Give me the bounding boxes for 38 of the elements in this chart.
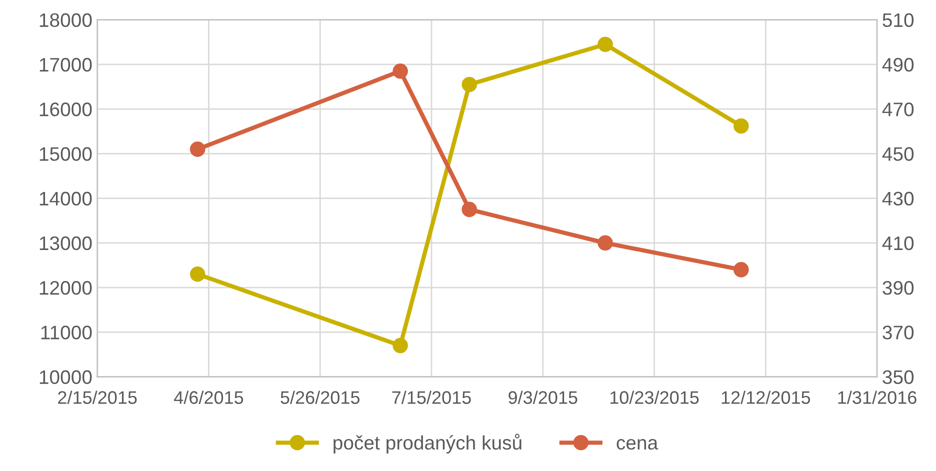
- point: [392, 63, 408, 79]
- point: [598, 36, 613, 52]
- point: [392, 338, 408, 354]
- y-tick-label: 17000: [40, 58, 92, 72]
- point: [190, 142, 206, 157]
- y-tick-label: 16000: [40, 102, 92, 116]
- y-tick-label: 12000: [40, 281, 92, 295]
- y2-tick-label: 350: [882, 370, 914, 384]
- x-tick-label: 12/12/2015: [722, 390, 810, 404]
- x-tick-label: 1/31/2016: [838, 390, 916, 404]
- y2-tick-label: 450: [882, 147, 914, 161]
- legend-label: cena: [616, 439, 658, 450]
- x-tick-label: 2/15/2015: [58, 390, 137, 404]
- point: [190, 266, 206, 282]
- x-tick-label: 4/6/2015: [174, 390, 244, 404]
- y-tick-label: 18000: [40, 13, 92, 28]
- x-tick-label: 9/3/2015: [508, 390, 578, 404]
- y-tick-label: 11000: [41, 326, 92, 340]
- point: [734, 262, 749, 278]
- x-tick-label: 5/26/2015: [280, 390, 360, 404]
- point: [462, 76, 478, 92]
- y2-tick-label: 470: [882, 102, 914, 116]
- point: [462, 202, 478, 218]
- y2-tick-label: 490: [882, 58, 914, 72]
- y-tick-label: 10000: [40, 370, 92, 384]
- point: [598, 235, 613, 251]
- y2-tick-label: 430: [882, 192, 914, 206]
- y2-tick-label: 510: [882, 13, 914, 28]
- y-tick-label: 15000: [40, 147, 92, 161]
- legend-label: počet prodaných kusů: [334, 434, 522, 454]
- y2-tick-label: 410: [882, 236, 914, 250]
- y-tick-label: 13000: [40, 236, 92, 250]
- y2-tick-label: 370: [882, 326, 914, 340]
- y2-tick-label: 390: [882, 281, 914, 295]
- y-tick-label: 14000: [40, 192, 92, 206]
- x-tick-label: 7/15/2015: [392, 390, 471, 404]
- x-tick-label: 10/23/2015: [610, 390, 699, 404]
- point: [734, 118, 749, 134]
